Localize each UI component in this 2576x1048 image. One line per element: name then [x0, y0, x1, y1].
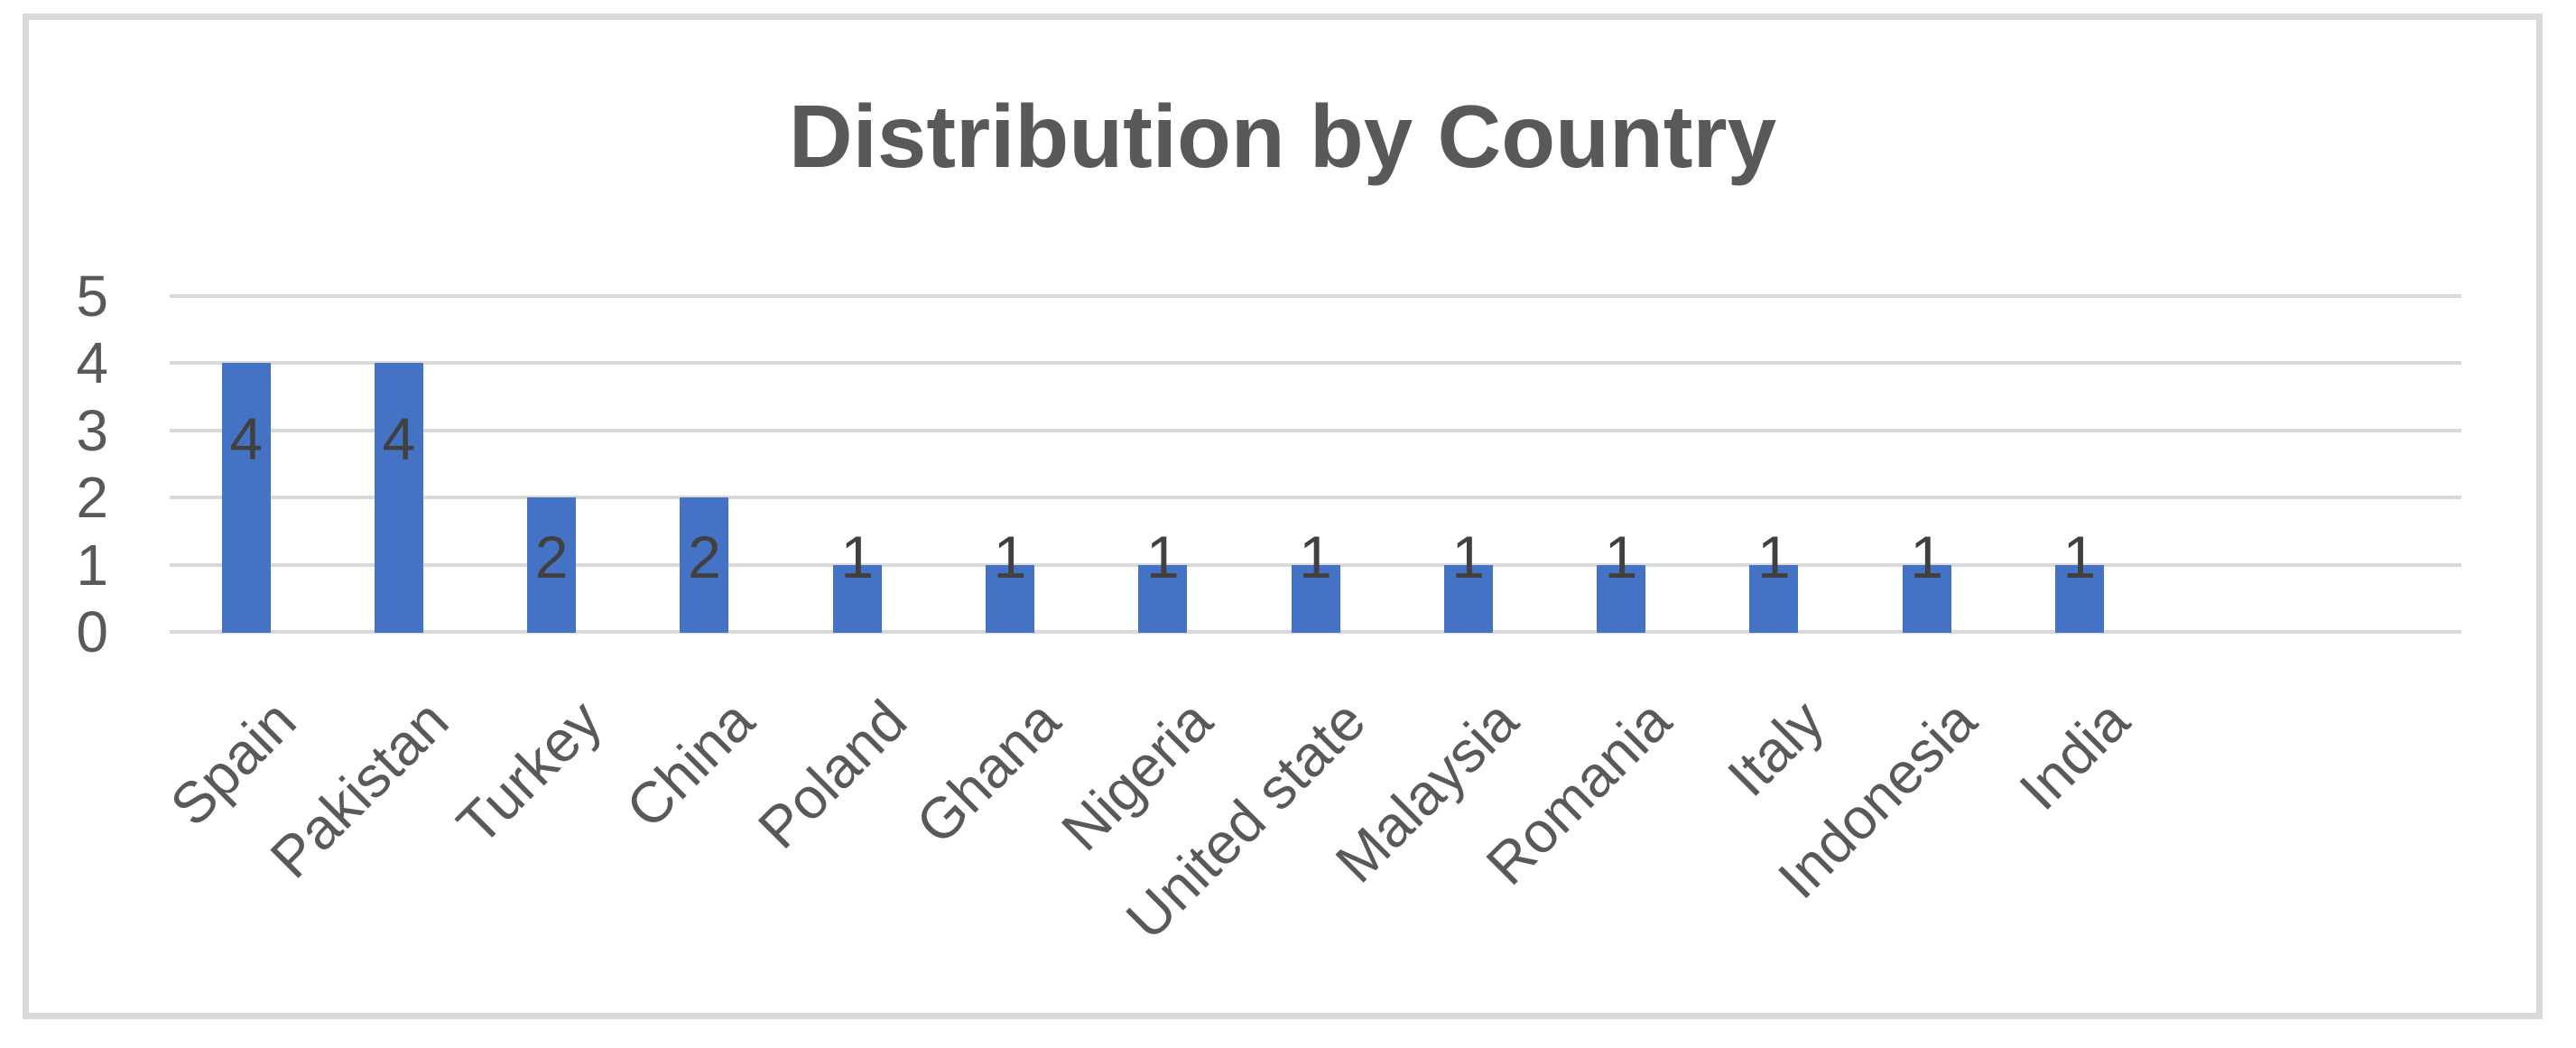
bar-poland — [832, 564, 882, 633]
bar-ghana — [985, 564, 1034, 633]
y-tick-label-0: 0 — [76, 599, 108, 664]
bar-data-label-united-state: 1 — [1299, 523, 1332, 590]
bar-data-label-ghana: 1 — [993, 523, 1027, 590]
bar-data-label-china: 2 — [688, 524, 721, 591]
gridline-3 — [170, 428, 2461, 432]
y-tick-label-5: 5 — [76, 264, 108, 329]
bar-data-label-poland: 1 — [840, 523, 875, 590]
bar-malaysia — [1443, 564, 1493, 633]
bar-data-label-spain: 4 — [229, 405, 263, 473]
bar-turkey — [527, 497, 577, 633]
bar-data-label-india: 1 — [2062, 523, 2097, 590]
bar-data-label-romania: 1 — [1604, 523, 1638, 590]
bar-italy — [1749, 564, 1799, 633]
bar-indonesia — [1902, 564, 1951, 633]
bar-data-label-turkey: 2 — [534, 524, 569, 591]
bar-data-label-pakistan: 4 — [382, 405, 416, 473]
bar-data-label-nigeria: 1 — [1145, 523, 1180, 590]
bar-nigeria — [1138, 564, 1188, 633]
bar-data-label-malaysia: 1 — [1451, 523, 1486, 590]
bar-china — [680, 497, 729, 633]
gridline-5 — [170, 294, 2461, 298]
bar-data-label-indonesia: 1 — [1910, 523, 1943, 590]
y-tick-label-3: 3 — [76, 397, 108, 463]
y-tick-label-2: 2 — [76, 465, 108, 531]
gridline-4 — [170, 361, 2461, 366]
gridline-2 — [170, 496, 2461, 500]
chart-title: Distribution by Country — [788, 87, 1777, 186]
y-tick-label-4: 4 — [76, 330, 108, 396]
bar-romania — [1597, 564, 1646, 633]
bar-data-label-italy: 1 — [1756, 523, 1791, 590]
bar-india — [2054, 564, 2104, 633]
y-tick-label-1: 1 — [76, 532, 108, 598]
bar-united-state — [1291, 564, 1340, 633]
bar-spain — [221, 363, 271, 633]
bar-pakistan — [374, 363, 423, 633]
chart-frame — [23, 14, 2543, 1019]
